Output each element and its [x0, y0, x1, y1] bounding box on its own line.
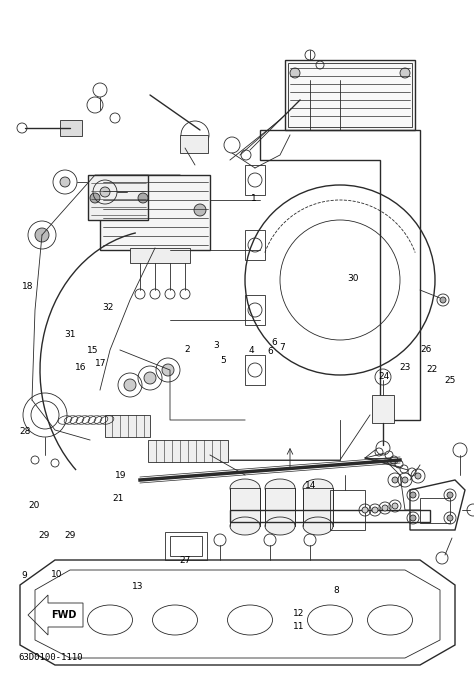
Ellipse shape: [265, 517, 295, 535]
Text: 29: 29: [38, 531, 49, 541]
Circle shape: [382, 505, 388, 511]
Circle shape: [194, 204, 206, 216]
Circle shape: [415, 473, 421, 479]
Text: 22: 22: [427, 365, 438, 374]
Circle shape: [100, 187, 110, 197]
Bar: [170, 536, 202, 556]
Bar: [265, 488, 295, 526]
Text: 6: 6: [271, 338, 277, 347]
Bar: [230, 488, 260, 526]
Bar: [60, 120, 82, 136]
Circle shape: [35, 228, 49, 242]
Ellipse shape: [303, 479, 333, 497]
Ellipse shape: [303, 517, 333, 535]
Bar: [372, 395, 394, 423]
Text: 21: 21: [112, 494, 123, 503]
Circle shape: [60, 177, 70, 187]
Circle shape: [392, 503, 398, 509]
Ellipse shape: [265, 479, 295, 497]
Text: 7: 7: [279, 342, 285, 352]
Text: 1: 1: [251, 194, 256, 204]
Bar: [303, 488, 333, 526]
Text: 3: 3: [213, 340, 219, 350]
Text: 18: 18: [22, 282, 33, 291]
Text: 17: 17: [95, 359, 107, 369]
Bar: [330, 490, 365, 530]
Circle shape: [402, 477, 408, 483]
Circle shape: [144, 372, 156, 384]
Bar: [420, 498, 450, 523]
Ellipse shape: [230, 479, 260, 497]
Circle shape: [162, 364, 174, 376]
Circle shape: [106, 204, 118, 216]
Bar: [245, 355, 265, 385]
Text: 6: 6: [267, 347, 273, 357]
Bar: [180, 135, 208, 153]
Bar: [88, 175, 148, 220]
Text: 24: 24: [378, 371, 390, 381]
Text: 30: 30: [347, 274, 359, 283]
Bar: [130, 248, 190, 263]
Text: 15: 15: [87, 346, 98, 355]
Text: 32: 32: [102, 303, 114, 312]
Text: 9: 9: [22, 571, 27, 580]
Bar: [245, 230, 265, 260]
Text: 13: 13: [132, 582, 143, 591]
Text: 27: 27: [179, 556, 191, 565]
Text: 31: 31: [64, 330, 76, 339]
Text: 29: 29: [64, 531, 76, 541]
Text: 2: 2: [184, 344, 190, 354]
Circle shape: [392, 477, 398, 483]
Circle shape: [138, 193, 148, 203]
Text: 11: 11: [293, 622, 304, 632]
Circle shape: [90, 193, 100, 203]
Circle shape: [410, 515, 416, 521]
Circle shape: [440, 297, 446, 303]
Bar: [165, 532, 207, 560]
Bar: [148, 440, 228, 462]
Text: 12: 12: [293, 609, 304, 618]
Circle shape: [124, 379, 136, 391]
Text: 28: 28: [19, 427, 30, 436]
Text: 10: 10: [51, 570, 63, 580]
Bar: [230, 510, 430, 522]
Text: 26: 26: [420, 344, 431, 354]
Text: 14: 14: [305, 481, 316, 490]
Circle shape: [372, 507, 378, 513]
Bar: [245, 165, 265, 195]
Text: 25: 25: [445, 376, 456, 386]
Bar: [105, 415, 150, 437]
Bar: [285, 60, 415, 130]
Text: 4: 4: [248, 346, 254, 355]
Ellipse shape: [230, 517, 260, 535]
Circle shape: [447, 515, 453, 521]
Bar: [100, 175, 210, 250]
Circle shape: [447, 492, 453, 498]
Text: 5: 5: [220, 356, 226, 365]
Circle shape: [362, 507, 368, 513]
Text: FWD: FWD: [51, 610, 77, 620]
Circle shape: [290, 68, 300, 78]
Text: 23: 23: [400, 363, 411, 372]
Text: 16: 16: [75, 363, 86, 372]
Circle shape: [410, 492, 416, 498]
Bar: [245, 295, 265, 325]
Text: 8: 8: [334, 586, 339, 595]
Text: 19: 19: [115, 470, 127, 480]
Text: 63D0100-1110: 63D0100-1110: [18, 654, 82, 663]
Circle shape: [400, 68, 410, 78]
Text: 20: 20: [28, 501, 40, 510]
Bar: [288, 63, 412, 127]
